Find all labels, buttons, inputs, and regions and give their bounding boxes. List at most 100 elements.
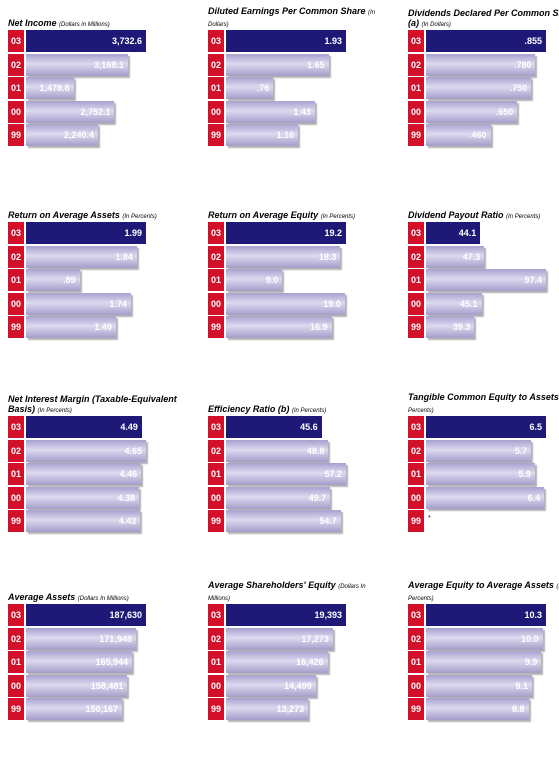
year-label: 02: [208, 53, 224, 76]
bar: 10.3: [426, 604, 546, 626]
chart-title: Dividend Payout Ratio (In Percents): [408, 210, 559, 222]
bar: 4.43: [26, 510, 141, 532]
bar: 165,944: [26, 651, 133, 673]
bar-row: 00 45.1: [408, 292, 558, 315]
bar-row: 99 .460: [408, 124, 558, 146]
year-label: 02: [8, 439, 24, 462]
year-label: 01: [208, 463, 224, 485]
chart-title: Average Equity to Average Assets (In Per…: [408, 580, 559, 604]
year-label: 03: [208, 416, 224, 438]
year-label: 99: [408, 124, 424, 146]
bar-value-label: 5.9: [518, 469, 531, 479]
bar-row: 03 19,393: [208, 604, 358, 626]
chart-panel: Net Income (Dollars in Millions) 03 3,732.…: [8, 0, 148, 190]
chart-title-text: Return on Average Assets: [8, 210, 120, 220]
chart-panel: Return on Average Assets (In Percents) 03…: [8, 195, 157, 385]
bar-row: 99 1.16: [208, 124, 358, 146]
bar: 2,240.4: [26, 124, 99, 146]
bar-row: 00 1.74: [8, 292, 158, 315]
bar-value-label: .855: [524, 36, 542, 46]
bar: 48.8: [226, 439, 329, 462]
chart-title-text: Average Equity to Average Assets: [408, 580, 554, 590]
bar: 1.74: [26, 292, 131, 315]
bar: 19.0: [226, 292, 345, 315]
bar-row: 99 *: [408, 510, 558, 532]
bar-row: 99 16.9: [208, 316, 358, 338]
year-label: 02: [408, 439, 424, 462]
year-label: 03: [208, 604, 224, 626]
bar-value-label: 97.4: [524, 275, 542, 285]
bar: .750: [426, 77, 532, 99]
year-label: 99: [408, 510, 424, 532]
bar: 1.43: [226, 100, 315, 123]
bar-value-label: 2,240.4: [63, 130, 95, 140]
chart-panel: Average Equity to Average Assets (In Per…: [408, 580, 559, 775]
bar-row: 03 3,732.6: [8, 30, 158, 52]
bar-value-label: 48.8: [306, 445, 325, 456]
bar-value-label: 16.9: [310, 322, 328, 332]
year-label: 03: [8, 604, 24, 626]
chart-title: Net Interest Margin (Taxable-Equivalent …: [8, 394, 188, 416]
bar: 8.8: [426, 698, 529, 720]
bar: .460: [426, 124, 491, 146]
bar-value-label: 6.4: [527, 492, 541, 503]
bar-row: 02 47.3: [408, 245, 558, 268]
bar: 3,732.6: [26, 30, 146, 52]
bar-row: 02 1.65: [208, 53, 358, 76]
year-label: 03: [208, 222, 224, 244]
bar-row: 99 39.3: [408, 316, 558, 338]
year-label: 01: [208, 651, 224, 673]
bar-value-label: 150,167: [85, 704, 119, 714]
bar: 45.6: [226, 416, 322, 438]
bar-row: 99 13,273: [208, 698, 358, 720]
bar-row: 01 9.9: [408, 651, 558, 673]
year-label: 01: [408, 651, 424, 673]
year-label: 02: [8, 627, 24, 650]
bar-row: 01 .750: [408, 77, 558, 99]
year-label: 00: [408, 100, 424, 123]
chart-panel: Average Assets (Dollars In Millions) 03 18…: [8, 585, 148, 775]
bar: 17,273: [226, 627, 333, 650]
bar-row: 02 18.3: [208, 245, 358, 268]
bar-value-label: 39.3: [452, 322, 471, 332]
year-label: 00: [408, 674, 424, 697]
year-label: 02: [208, 627, 224, 650]
bar-value-label: 16,426: [296, 657, 324, 667]
year-label: 02: [408, 245, 424, 268]
year-label: 03: [408, 416, 424, 438]
bar-value-label: 9.9: [524, 657, 538, 667]
bar-value-label: 1.16: [276, 130, 295, 140]
bar-row: 03 6.5: [408, 416, 558, 438]
bar-value-label: 18.3: [318, 251, 337, 262]
bar-row: 99 150,167: [8, 698, 158, 720]
bar-value-label: 1.84: [115, 251, 133, 262]
bar-value-label: 165,944: [95, 657, 129, 667]
bar-row: 00 1.43: [208, 100, 358, 123]
year-label: 00: [208, 486, 224, 509]
bar-row: 02 .780: [408, 53, 558, 76]
chart-panel: Average Shareholders' Equity (Dollars In…: [208, 580, 366, 775]
bar-value-label: 3,732.6: [111, 36, 142, 46]
chart-panel: Efficiency Ratio (b) (In Percents) 03 45.6…: [208, 390, 348, 580]
bar-row: 99 54.7: [208, 510, 358, 532]
chart-title: Return on Average Equity (In Percents): [208, 210, 388, 222]
bar-value-label: .650: [495, 106, 514, 117]
chart-unit: (In Percents): [37, 408, 72, 414]
chart-title-text: Average Shareholders' Equity: [208, 580, 336, 590]
bar-row: 02 5.7: [408, 439, 558, 462]
year-label: 02: [408, 53, 424, 76]
bar: 19.2: [226, 222, 346, 244]
year-label: 02: [208, 245, 224, 268]
bar: .76: [226, 77, 274, 99]
bar: 19,393: [226, 604, 346, 626]
bar: 5.7: [426, 439, 532, 462]
chart-unit: (In Percents): [122, 214, 157, 220]
bar: 97.4: [426, 269, 546, 291]
bar: 45.1: [426, 292, 482, 315]
bar: 44.1: [426, 222, 481, 244]
chart-title-text: Diluted Earnings Per Common Share: [208, 6, 366, 16]
chart-title: Tangible Common Equity to Assets (In Per…: [408, 392, 559, 416]
bar-row: 03 4.49: [8, 416, 158, 438]
bar-row: 03 10.3: [408, 604, 558, 626]
chart-title-text: Net Interest Margin (Taxable-Equivalent …: [8, 394, 177, 414]
